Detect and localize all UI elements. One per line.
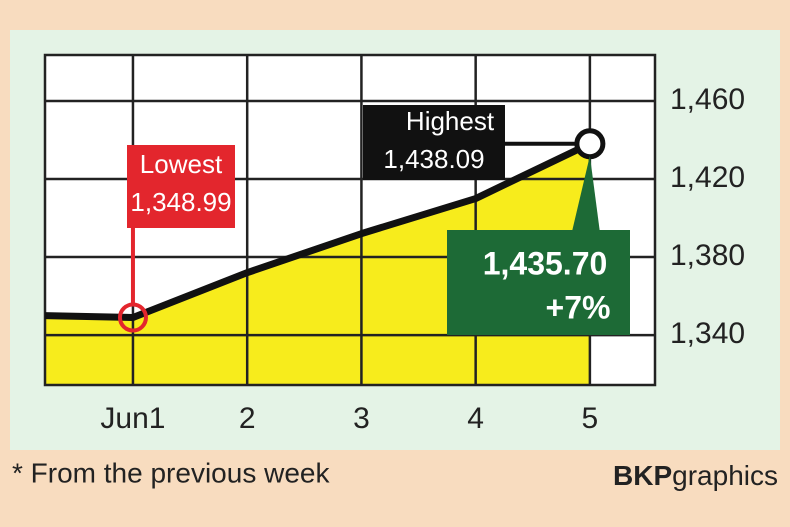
y-tick-label: 1,380 <box>670 239 745 272</box>
callout-box <box>363 105 505 180</box>
callout-value: 1,348.99 <box>130 187 231 217</box>
plot-border <box>43 53 657 387</box>
x-tick-label: 5 <box>582 402 599 435</box>
x-tick-label: 4 <box>467 402 484 435</box>
x-tick-label: 3 <box>353 402 370 435</box>
callout-value: 1,438.09 <box>383 144 484 174</box>
y-tick-label: 1,420 <box>670 161 745 194</box>
callout-box <box>447 230 630 335</box>
brand-light: graphics <box>672 460 778 491</box>
callout-title: Highest <box>406 106 495 136</box>
x-tick-label: 2 <box>239 402 256 435</box>
close-value: 1,435.70 <box>483 245 608 281</box>
y-tick-label: 1,340 <box>670 317 745 350</box>
low-marker <box>117 302 148 333</box>
footnote: * From the previous week <box>12 457 330 488</box>
x-tick-label: Jun1 <box>100 402 165 435</box>
brand-bold: BKP <box>613 460 672 491</box>
callout-title: Lowest <box>140 149 223 179</box>
callout-pointer <box>571 155 600 232</box>
close-change: +7% <box>546 289 611 325</box>
y-tick-label: 1,460 <box>670 83 745 116</box>
callout-box <box>127 145 235 228</box>
brand: BKPgraphics <box>613 460 778 491</box>
high-marker <box>574 128 606 160</box>
